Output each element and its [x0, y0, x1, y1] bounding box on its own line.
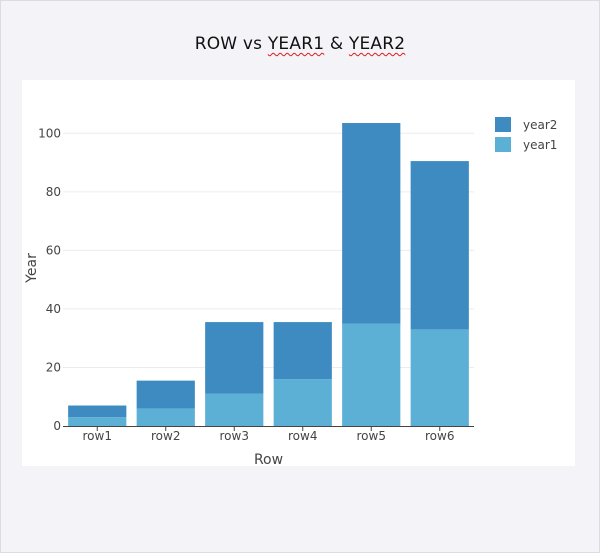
- legend-item-year1[interactable]: year1: [495, 137, 557, 152]
- bar-year2-row2[interactable]: [136, 380, 195, 409]
- y-tick-label: 20: [46, 360, 61, 374]
- y-tick-label: 80: [46, 185, 61, 199]
- title-connector: &: [324, 34, 349, 54]
- x-tick-label: row1: [83, 429, 112, 443]
- legend-swatch-year1: [495, 137, 511, 152]
- x-tick-label: row5: [357, 429, 386, 443]
- bar-year1-row2[interactable]: [136, 408, 195, 426]
- axes: 0 20 40 60 80 100 row1 row2 row3 row4 row5 row6 Row Y…: [24, 126, 474, 468]
- x-tick-label: row2: [151, 429, 180, 443]
- y-tick-label: 0: [53, 419, 61, 433]
- bar-year2-row4[interactable]: [273, 322, 332, 380]
- x-tick-label: row4: [288, 429, 317, 443]
- bars: [68, 123, 469, 426]
- gridlines: [63, 132, 474, 368]
- bar-year2-row5[interactable]: [342, 123, 401, 324]
- title-year1-word: YEAR1: [267, 34, 325, 54]
- bar-year1-row1[interactable]: [68, 417, 127, 426]
- title-prefix: ROW vs: [194, 34, 268, 54]
- y-tick-label: 60: [46, 243, 61, 257]
- bar-year2-row6[interactable]: [410, 161, 469, 330]
- x-tick-label: row6: [425, 429, 454, 443]
- bar-year1-row6[interactable]: [410, 329, 469, 426]
- title-year2-word: YEAR2: [348, 34, 406, 54]
- bar-year1-row5[interactable]: [342, 323, 401, 426]
- y-axis-title: Year: [24, 253, 40, 284]
- legend-swatch-year2: [495, 117, 511, 132]
- legend-item-year2[interactable]: year2: [495, 117, 557, 132]
- chart-title: ROW vs YEAR1 & YEAR2: [0, 34, 600, 54]
- bar-year2-row3[interactable]: [205, 322, 264, 394]
- y-tick-label: 100: [38, 126, 61, 140]
- y-tick-label: 40: [46, 302, 61, 316]
- legend-label-year2: year2: [523, 118, 557, 132]
- x-axis-title: Row: [254, 452, 283, 468]
- x-tick-label: row3: [220, 429, 249, 443]
- bar-year1-row4[interactable]: [273, 379, 332, 426]
- legend[interactable]: year2 year1: [495, 117, 557, 152]
- legend-label-year1: year1: [523, 138, 557, 152]
- bar-year1-row3[interactable]: [205, 393, 264, 426]
- bar-year2-row1[interactable]: [68, 405, 127, 418]
